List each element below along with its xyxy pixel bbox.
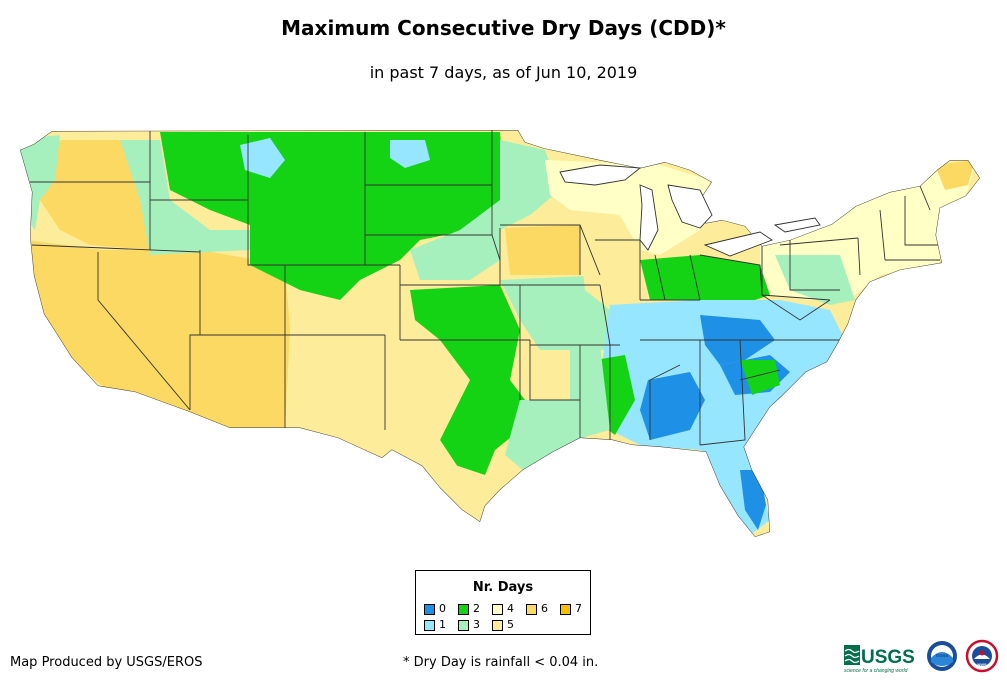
region-idaho-3-days [120, 140, 250, 255]
usgs-wordmark: USGS [861, 647, 915, 668]
lake-michigan [639, 184, 659, 251]
region-maine-6-days [935, 160, 975, 190]
legend-item-1: 1 [424, 618, 446, 631]
legend-swatch-2 [458, 603, 469, 615]
legend-title: Nr. Days [472, 580, 534, 595]
noaa-wordmark: noaa [936, 653, 950, 659]
region-southern-plains-2-days [410, 285, 525, 475]
great-lakes [559, 164, 821, 257]
legend-item-2: 2 [458, 602, 480, 615]
usgs-tagline: science for a changing world [844, 668, 908, 674]
lake-huron [667, 184, 713, 229]
region-dakota-1-day [390, 140, 430, 168]
legend-item-6: 6 [526, 602, 548, 615]
region-northwest-6-days [40, 140, 150, 250]
legend-item-4: 4 [492, 602, 514, 615]
map-title: Maximum Consecutive Dry Days (CDD)* [281, 16, 726, 40]
legend-swatch-0 [424, 603, 435, 615]
legend: Nr. Days 0 1 2 3 4 5 6 7 [415, 570, 591, 635]
nws-wordmark: NWS [977, 662, 987, 667]
region-georgia-2-days [740, 360, 780, 395]
legend-item-0: 0 [424, 602, 446, 615]
region-northern-plains-2-days [160, 132, 505, 300]
region-southwest-6-days [28, 240, 290, 430]
lake-ontario [773, 217, 821, 233]
dry-day-regions [20, 132, 975, 535]
region-illinois-5-days [580, 240, 640, 310]
region-montana-1-day [240, 138, 285, 178]
region-iowa-6-days [505, 225, 580, 275]
region-texas-3-days [505, 400, 585, 470]
agency-logos: USGS science for a changing world noaa N… [844, 639, 999, 674]
lake-superior [559, 164, 642, 186]
lake-erie [703, 231, 773, 257]
legend-item-5: 5 [492, 618, 514, 631]
region-ohio-valley-2-days [640, 255, 770, 305]
map-subtitle: in past 7 days, as of Jun 10, 2019 [369, 63, 638, 82]
map-credit: Map Produced by USGS/EROS [10, 655, 203, 670]
legend-swatch-3 [458, 619, 469, 631]
region-mid-atlantic-3-days [775, 255, 855, 305]
legend-swatch-5 [492, 619, 503, 631]
nws-logo: NWS [965, 639, 999, 673]
legend-swatch-6 [526, 603, 537, 615]
legend-item-3: 3 [458, 618, 480, 631]
legend-swatch-4 [492, 603, 503, 615]
legend-swatch-1 [424, 619, 435, 631]
noaa-logo: noaa [927, 641, 957, 671]
usgs-logo: USGS science for a changing world [844, 645, 915, 674]
legend-item-7: 7 [560, 602, 582, 615]
region-southeast-1-day [600, 300, 845, 535]
dry-day-footnote: * Dry Day is rainfall < 0.04 in. [403, 655, 599, 670]
region-alabama-0-days [640, 372, 705, 440]
region-midwest-3-days [410, 140, 560, 280]
legend-swatch-7 [560, 603, 571, 615]
